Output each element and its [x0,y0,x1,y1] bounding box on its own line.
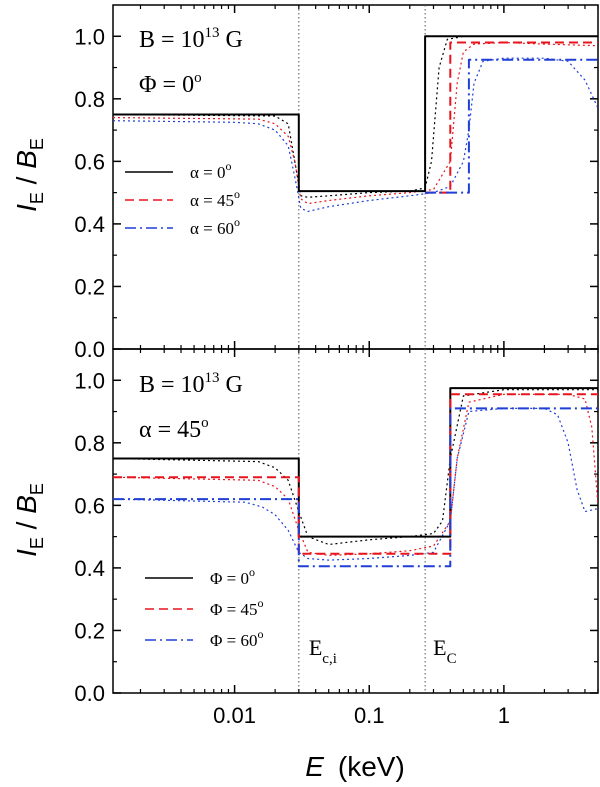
plot-frame [112,348,599,694]
series-group [113,35,598,212]
legend-label: Φ = 60o [210,627,264,650]
legend-label: Φ = 45o [210,596,264,619]
legend-label: α = 60o [190,215,240,238]
series-group [113,387,598,568]
field-annotation: B = 1013 G [139,370,243,398]
y-tick-label: 0.4 [74,556,105,581]
y-tick-label: 0.8 [74,431,105,456]
y-tick-label: 0.2 [74,618,105,643]
legend-label: Φ = 0o [210,565,255,588]
angle-annotation: Φ = 0o [139,70,202,98]
series-line [113,407,598,568]
y-tick-label: 0.4 [74,212,105,237]
series-line [113,41,598,205]
x-tick-label: 0.01 [213,703,256,728]
y-tick-label: 0.6 [74,149,105,174]
y-axis-label: IE / BE [11,138,47,212]
y-tick-label: 1.0 [74,368,105,393]
series-line [113,393,598,555]
series-line [113,407,598,561]
y-tick-label: 0.2 [74,274,105,299]
y-tick-label: 0.6 [74,493,105,518]
series-line [113,57,598,212]
series-line [113,35,598,198]
y-tick-label: 1.0 [74,24,105,49]
x-tick-label: 0.1 [354,703,385,728]
field-annotation: B = 1013 G [139,25,243,53]
y-tick-label: 0.0 [74,681,105,706]
legend-label: α = 45o [190,187,240,210]
series-line [113,387,598,538]
series-line [113,35,598,193]
x-tick-label: 1 [498,703,510,728]
angle-annotation: α = 45o [139,415,209,443]
y-tick-label: 0.0 [74,337,105,362]
y-axis-label-lower: IE / BE [11,483,47,557]
top-panel: 0.0 0.2 0.4 0.6 0.8 1.0 α = 0o α = 45o α = 60o B … [74,4,599,362]
bottom-panel: 0.0 0.2 0.4 0.6 0.8 1.0 0.01 0.1 1 Φ = 0o Φ = 45o Φ… [74,348,599,728]
y-tick-label: 0.8 [74,87,105,112]
x-axis-label: E (keV) [305,751,405,782]
legend-label: α = 0o [190,159,232,182]
series-line [425,41,598,194]
series-line [425,58,598,194]
